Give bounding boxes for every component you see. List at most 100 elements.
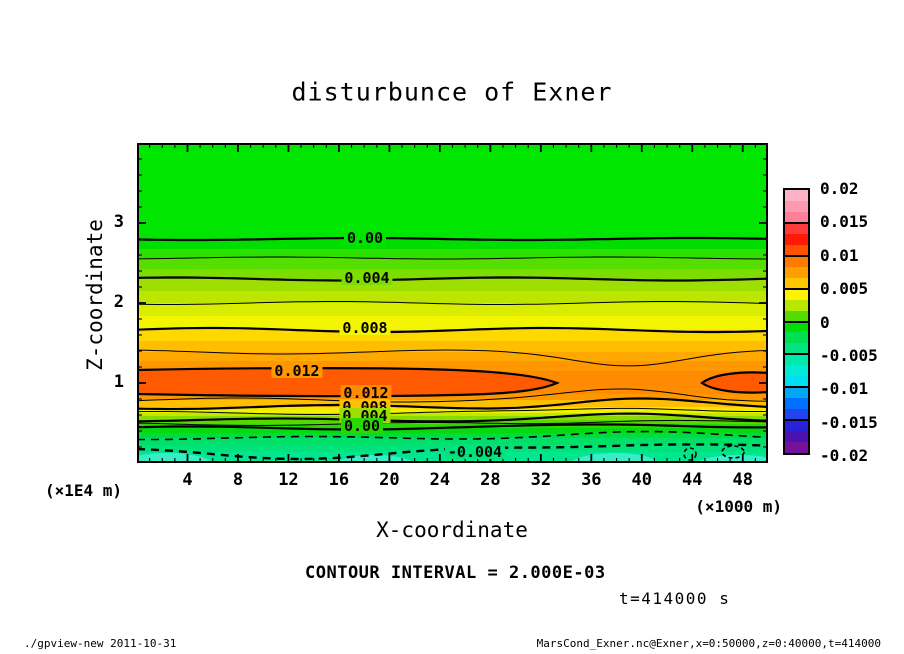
- x-tick-label: 28: [480, 470, 501, 490]
- contour-fill-band: [137, 400, 768, 407]
- colorbar-tick-label: -0.015: [820, 412, 878, 432]
- colorbar-stripe: [785, 277, 808, 290]
- small-dashed-contour: [721, 445, 745, 459]
- colorbar-divider: [785, 353, 808, 356]
- negative-anomaly-patch: [570, 453, 660, 463]
- contour-fill-band: [137, 330, 768, 341]
- chart-title: disturbunce of Exner: [291, 77, 613, 107]
- contour-fill-band: [137, 394, 768, 400]
- contour-fill-band: [137, 428, 768, 433]
- colorbar-stripe: [785, 387, 808, 399]
- colorbar-divider: [785, 254, 808, 257]
- x-tick-label: 12: [278, 470, 299, 490]
- colorbar-stripe: [785, 409, 808, 421]
- x-tick-label: 32: [530, 470, 552, 490]
- contour-line-0.008: [137, 326, 768, 334]
- colorbar-stripe: [785, 343, 808, 355]
- contour-line-0.002: [137, 419, 768, 426]
- y-tick-label: 2: [113, 292, 124, 312]
- colorbar-stripe: [785, 431, 808, 443]
- colorbar-stripe: [785, 200, 808, 213]
- contour-line-0.002: [137, 256, 768, 260]
- contour-fill-band: [137, 291, 768, 303]
- contour-label-bg: [339, 320, 391, 335]
- contour-line-0.000: [137, 236, 768, 242]
- colorbar-stripe: [785, 288, 808, 301]
- contour-label-bg: [341, 418, 383, 433]
- time-annotation: t=414000 s: [619, 589, 731, 608]
- x-tick-label: 8: [232, 470, 244, 490]
- contour-plot-area: 0.000.0040.0080.0120.0120.0080.0040.00-0…: [137, 143, 768, 463]
- colorbar-tick-label: -0.02: [820, 446, 869, 465]
- contour-line-0.004: [137, 276, 768, 282]
- contour-fill-band: [137, 269, 768, 279]
- small-dashed-contour: [683, 447, 697, 461]
- contour-line--0.002: [137, 430, 768, 441]
- contour-label-bg: [340, 385, 392, 400]
- colorbar-tick-label: -0.005: [820, 345, 878, 365]
- contour-label: 0.00: [344, 417, 380, 435]
- contour-label-bg: [344, 230, 386, 245]
- contour-line-0.006: [137, 301, 768, 305]
- contour-fill-band: [137, 438, 768, 445]
- colorbar-tick-label: 0.02: [820, 179, 859, 198]
- colorbar: [783, 188, 810, 455]
- colorbar-stripe: [785, 233, 808, 246]
- contour-line-0.006: [137, 407, 767, 415]
- contour-fill-band: [137, 279, 768, 291]
- y-axis-title: Z-coordinate: [83, 219, 107, 371]
- x-tick-label: 48: [732, 470, 753, 490]
- contour-blob-0012: [700, 371, 768, 394]
- contour-label: -0.004: [448, 443, 502, 461]
- contour-label-bg: [271, 363, 323, 378]
- x-tick-label: 44: [682, 470, 703, 490]
- colorbar-stripe: [785, 244, 808, 257]
- contour-fill-band: [137, 352, 768, 361]
- x-tick-label: 4: [182, 470, 193, 490]
- colorbar-divider: [785, 320, 808, 323]
- x-tick-label: 24: [429, 470, 451, 490]
- contour-line-0.000: [137, 423, 768, 431]
- x-tick-label: 20: [379, 470, 400, 490]
- x-axis-title: X-coordinate: [376, 518, 528, 542]
- colorbar-divider: [785, 221, 808, 224]
- colorbar-stripe: [785, 266, 808, 279]
- contour-fill-band: [137, 143, 768, 239]
- contour-fill-band: [137, 433, 768, 438]
- footer-tool-version: ./gpview-new 2011-10-31: [24, 637, 177, 650]
- colorbar-stripe: [785, 211, 808, 224]
- colorbar-tick-label: 0.01: [820, 245, 859, 265]
- x-tick-label: 40: [631, 470, 653, 490]
- contour-fill-band: [137, 413, 768, 416]
- contour-fill-band: [137, 249, 768, 258]
- colorbar-divider: [785, 287, 808, 290]
- contour-fill-band: [137, 361, 768, 371]
- x-tick-label: 36: [581, 470, 602, 490]
- contour-label: 0.012: [274, 362, 319, 380]
- colorbar-stripe: [785, 442, 808, 454]
- colorbar-stripe: [785, 376, 808, 388]
- contour-fill-band: [137, 424, 768, 428]
- footer-data-source: MarsCond_Exner.nc@Exner,x=0:50000,z=0:40…: [536, 637, 881, 650]
- contour-label-bg: [445, 444, 505, 459]
- contour-fill-band: [137, 258, 768, 269]
- contour-fill-band: [137, 316, 768, 330]
- contour-fill-band: [137, 341, 768, 352]
- colorbar-divider: [785, 386, 808, 389]
- colorbar-tick-label: 0.015: [820, 212, 869, 232]
- colorbar-stripe: [785, 420, 808, 432]
- colorbar-stripe: [785, 299, 808, 312]
- y-axis-unit: (×1E4 m): [45, 481, 123, 500]
- colorbar-stripe: [785, 255, 808, 268]
- colorbar-stripe: [785, 321, 808, 333]
- contour-fill-band: [137, 416, 768, 420]
- colorbar-tick-label: -0.01: [820, 379, 869, 399]
- contour-label: 0.00: [347, 229, 383, 247]
- contour-line-0.004: [137, 412, 768, 423]
- contour-label: 0.008: [342, 319, 387, 337]
- x-axis-unit: (×1000 m): [695, 497, 782, 516]
- y-tick-label: 1: [113, 372, 124, 392]
- contour-line-0.010: [137, 388, 768, 403]
- colorbar-stripe: [785, 365, 808, 377]
- colorbar-stripe: [785, 190, 808, 202]
